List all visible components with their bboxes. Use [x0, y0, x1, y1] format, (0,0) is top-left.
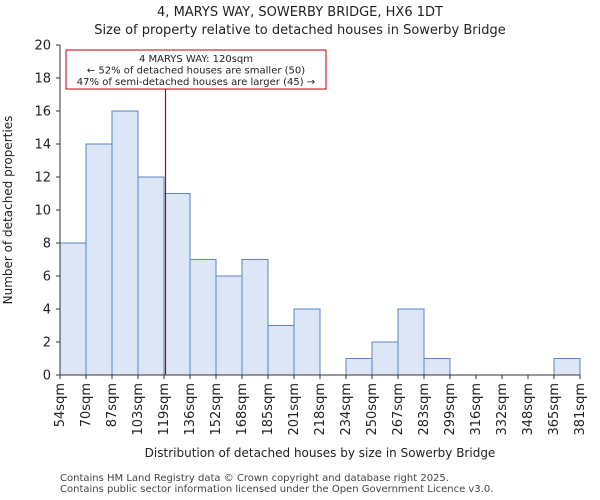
x-tick-label: 365sqm — [547, 383, 562, 436]
x-tick-label: 185sqm — [261, 383, 276, 436]
x-tick-label: 87sqm — [105, 383, 120, 427]
x-tick-label: 103sqm — [131, 383, 146, 436]
bar-365sqm — [553, 358, 581, 376]
x-tick-label: 316sqm — [469, 383, 484, 436]
chart-title-line2: Size of property relative to detached ho… — [94, 23, 506, 38]
x-tick-label: 152sqm — [209, 383, 224, 436]
x-tick-label: 348sqm — [521, 383, 536, 436]
y-tick-label: 0 — [43, 369, 51, 384]
bar-185sqm — [267, 325, 295, 376]
x-axis-label: Distribution of detached houses by size … — [145, 446, 496, 460]
x-tick-label: 136sqm — [183, 383, 198, 436]
y-tick-label: 14 — [34, 138, 51, 153]
annotation-border — [65, 49, 327, 90]
y-tick-label: 6 — [43, 270, 51, 285]
annotation-line3: 47% of semi-detached houses are larger (… — [77, 77, 315, 88]
annotation-box: 4 MARYS WAY: 120sqm ← 52% of detached ho… — [65, 49, 327, 90]
bar-119sqm — [163, 193, 191, 376]
bar-234sqm — [345, 358, 373, 376]
y-tick-label: 10 — [34, 204, 51, 219]
x-tick-label: 332sqm — [495, 383, 510, 436]
x-tick-label: 201sqm — [287, 383, 302, 436]
x-tick-label: 218sqm — [313, 383, 328, 436]
x-tick-label: 381sqm — [573, 383, 588, 436]
annotation-line1: 4 MARYS WAY: 120sqm — [139, 54, 253, 65]
bar-87sqm — [111, 110, 139, 376]
bar-103sqm — [137, 176, 165, 376]
x-tick-label: 70sqm — [79, 383, 94, 427]
bar-250sqm — [371, 341, 399, 376]
bar-54sqm — [59, 242, 87, 376]
y-tick-label: 18 — [34, 72, 51, 87]
y-tick-label: 16 — [34, 105, 51, 120]
y-tick-label: 12 — [34, 171, 51, 186]
bars-group — [59, 110, 581, 376]
x-tick-label: 299sqm — [443, 383, 458, 436]
bar-136sqm — [189, 259, 217, 376]
x-tick-label: 234sqm — [339, 383, 354, 436]
x-tick-label: 168sqm — [235, 383, 250, 436]
x-tick-label: 283sqm — [417, 383, 432, 436]
bar-267sqm — [397, 308, 425, 376]
bar-283sqm — [423, 358, 451, 376]
bar-201sqm — [293, 308, 321, 376]
x-tick-label: 54sqm — [53, 383, 68, 427]
footer-line2: Contains public sector information licen… — [60, 484, 494, 495]
x-tick-label: 267sqm — [391, 383, 406, 436]
y-tick-label: 2 — [43, 336, 51, 351]
bar-70sqm — [85, 143, 113, 376]
bar-168sqm — [241, 259, 269, 376]
axes-group: 0 2 4 6 8 10 12 14 16 18 20 54sqm 70sqm 87sqm 103sqm 11… — [34, 39, 588, 436]
annotation-line2: ← 52% of detached houses are smaller (50… — [87, 66, 305, 77]
chart-title-line1: 4, MARYS WAY, SOWERBY BRIDGE, HX6 1DT — [157, 5, 443, 20]
y-axis-label: Number of detached properties — [1, 116, 15, 305]
y-tick-label: 4 — [43, 303, 51, 318]
bar-152sqm — [215, 275, 243, 376]
y-tick-label: 20 — [34, 39, 51, 54]
y-tick-label: 8 — [43, 237, 51, 252]
x-tick-label: 119sqm — [157, 383, 172, 436]
footer-line1: Contains HM Land Registry data © Crown c… — [60, 473, 449, 484]
x-tick-label: 250sqm — [365, 383, 380, 436]
